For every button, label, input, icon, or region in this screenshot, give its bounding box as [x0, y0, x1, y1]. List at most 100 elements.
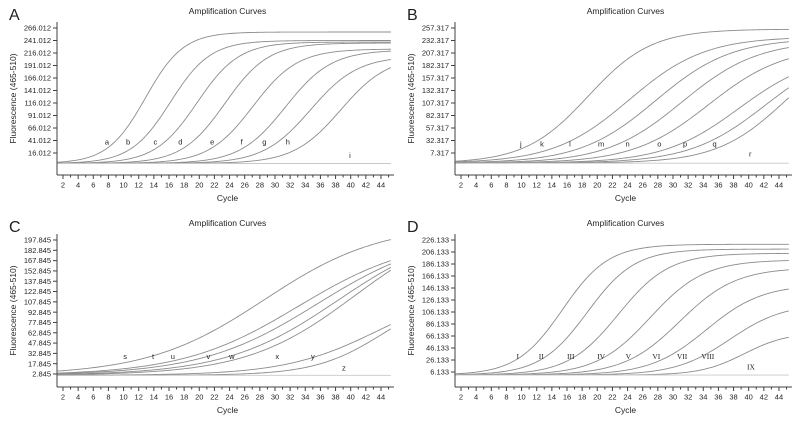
x-tick-label: 2 — [459, 393, 463, 402]
x-tick-label: 44 — [775, 393, 783, 402]
x-tick-label: 8 — [106, 393, 110, 402]
curve-label-a: a — [105, 138, 110, 147]
amplification-curve-o — [455, 76, 790, 164]
x-tick-label: 40 — [745, 181, 753, 190]
amplification-curve-y — [57, 328, 392, 376]
x-axis-label: Cycle — [217, 193, 239, 203]
panel-letter-C: C — [9, 219, 21, 236]
y-tick-label: 107.845 — [24, 297, 51, 306]
curve-label-m: m — [598, 140, 604, 149]
curve-label-q: q — [713, 140, 717, 149]
y-tick-label: 226.133 — [422, 236, 449, 245]
amplification-curve-s — [57, 239, 391, 372]
curve-label-V: V — [626, 352, 632, 361]
x-tick-label: 4 — [474, 181, 478, 190]
y-tick-label: 47.845 — [28, 339, 51, 348]
curve-label-g: g — [262, 138, 266, 147]
x-tick-label: 10 — [119, 393, 127, 402]
x-tick-label: 26 — [241, 393, 249, 402]
curve-label-VI: VI — [652, 352, 660, 361]
x-tick-label: 32 — [684, 181, 692, 190]
y-tick-label: 92.845 — [28, 308, 51, 317]
y-tick-label: 126.133 — [422, 296, 449, 305]
y-tick-label: 207.317 — [422, 49, 449, 58]
y-tick-label: 182.845 — [24, 246, 51, 255]
y-tick-label: 216.012 — [24, 49, 51, 58]
curve-label-x: x — [275, 352, 279, 361]
x-tick-label: 18 — [578, 181, 586, 190]
y-tick-label: 182.317 — [422, 61, 449, 70]
y-tick-label: 132.317 — [422, 86, 449, 95]
y-tick-label: 17.845 — [28, 359, 51, 368]
amplification-curve-I — [455, 243, 789, 375]
amplification-curve-p — [455, 87, 790, 164]
y-tick-label: 2.845 — [32, 370, 51, 379]
y-tick-label: 91.012 — [28, 111, 51, 120]
x-tick-label: 40 — [745, 393, 753, 402]
y-tick-label: 266.012 — [24, 24, 51, 33]
curves-group — [57, 31, 392, 164]
y-tick-label: 186.133 — [422, 260, 449, 269]
y-tick-label: 241.012 — [24, 36, 51, 45]
x-tick-label: 30 — [271, 181, 279, 190]
y-tick-label: 82.317 — [426, 111, 449, 120]
curve-label-t: t — [152, 352, 155, 361]
x-tick-label: 38 — [331, 181, 339, 190]
panel-letter-B: B — [407, 7, 418, 24]
curve-label-e: e — [210, 138, 214, 147]
y-tick-label: 191.012 — [24, 61, 51, 70]
y-tick-label: 206.133 — [422, 248, 449, 257]
panel-letter-D: D — [407, 219, 419, 236]
x-tick-label: 6 — [91, 181, 95, 190]
x-tick-label: 36 — [316, 393, 324, 402]
y-tick-label: 166.133 — [422, 272, 449, 281]
x-tick-label: 28 — [654, 393, 662, 402]
amplification-curve-d — [57, 42, 391, 164]
curve-label-c: c — [153, 138, 157, 147]
x-tick-label: 32 — [684, 393, 692, 402]
curve-label-VIII: VIII — [701, 352, 714, 361]
x-tick-label: 20 — [195, 393, 203, 402]
x-tick-label: 16 — [165, 393, 173, 402]
curve-label-w: w — [228, 352, 235, 361]
x-tick-label: 18 — [578, 393, 586, 402]
x-tick-label: 44 — [775, 181, 783, 190]
panel-B: B Amplification Curves Fluorescence (465-5… — [398, 0, 797, 212]
y-tick-label: 232.317 — [422, 36, 449, 45]
x-tick-label: 24 — [225, 181, 233, 190]
y-tick-label: 146.133 — [422, 284, 449, 293]
y-tick-label: 197.845 — [24, 236, 51, 245]
y-tick-label: 26.133 — [426, 356, 449, 365]
x-tick-label: 16 — [165, 181, 173, 190]
x-tick-label: 26 — [241, 181, 249, 190]
y-tick-label: 167.845 — [24, 256, 51, 265]
panel-svg-C: C Amplification Curves Fluorescence (465-5… — [8, 218, 394, 415]
y-tick-label: 77.845 — [28, 318, 51, 327]
x-tick-label: 4 — [76, 181, 80, 190]
chart-title: Amplification Curves — [189, 6, 266, 16]
amplification-curve-k — [455, 38, 789, 163]
y-tick-label: 7.317 — [430, 149, 449, 158]
amplification-curve-a — [57, 31, 391, 163]
amplification-curve-c — [57, 41, 391, 164]
y-tick-label: 257.317 — [422, 24, 449, 33]
curve-label-VII: VII — [677, 352, 688, 361]
x-tick-label: 24 — [623, 393, 631, 402]
axes — [454, 234, 792, 388]
panel-letter-A: A — [9, 7, 20, 24]
x-tick-label: 20 — [593, 393, 601, 402]
x-tick-label: 18 — [180, 393, 188, 402]
x-tick-label: 42 — [362, 393, 370, 402]
x-tick-label: 30 — [271, 393, 279, 402]
amplification-curve-b — [57, 40, 391, 164]
x-tick-label: 38 — [331, 393, 339, 402]
x-tick-label: 12 — [533, 181, 541, 190]
y-axis-label: Fluorescence (465-510) — [406, 53, 416, 143]
x-tick-label: 12 — [135, 181, 143, 190]
panel-svg-A: A Amplification Curves Fluorescence (465-5… — [8, 6, 394, 203]
x-tick-label: 28 — [256, 393, 264, 402]
curve-label-s: s — [123, 352, 127, 361]
y-tick-label: 137.845 — [24, 277, 51, 286]
x-tick-label: 14 — [548, 181, 556, 190]
